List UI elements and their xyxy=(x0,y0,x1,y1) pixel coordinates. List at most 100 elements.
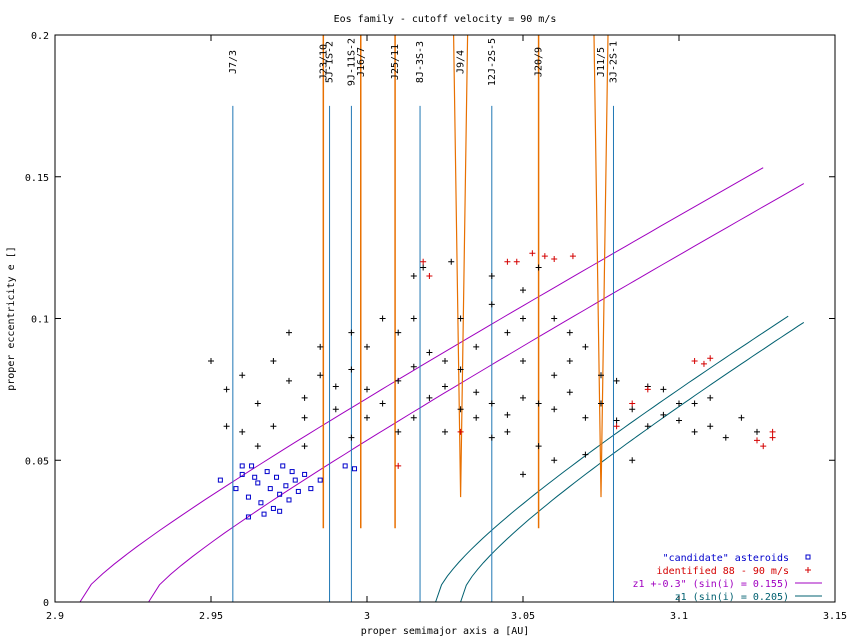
plot-frame xyxy=(54,34,836,603)
identified-point xyxy=(541,253,548,260)
candidate-point xyxy=(239,471,245,477)
candidate-point xyxy=(277,508,283,514)
family-point xyxy=(691,400,698,407)
family-point xyxy=(707,394,714,401)
candidate-point xyxy=(245,494,251,500)
family-point xyxy=(613,417,620,424)
candidate-point xyxy=(308,486,314,492)
candidate-point xyxy=(274,474,280,480)
family-point xyxy=(348,329,355,336)
family-point xyxy=(457,366,464,373)
family-point xyxy=(395,428,402,435)
candidate-point xyxy=(295,488,301,494)
family-point xyxy=(332,406,339,413)
legend-swatch xyxy=(805,554,811,560)
family-point xyxy=(286,377,292,384)
y-tick-label: 0 xyxy=(43,598,49,609)
identified-point xyxy=(644,386,651,393)
family-point xyxy=(442,428,448,435)
y-axis-label: proper eccentricity e [] xyxy=(6,246,17,391)
family-point xyxy=(582,343,589,350)
family-point xyxy=(520,315,526,322)
resonance-label: J25/11 xyxy=(390,44,401,80)
family-point xyxy=(520,394,526,401)
family-point xyxy=(520,287,526,294)
family-point xyxy=(535,400,542,407)
candidate-point xyxy=(289,469,295,475)
family-point xyxy=(722,434,729,441)
family-point xyxy=(364,343,370,350)
identified-point xyxy=(513,258,520,265)
z1-curve-right xyxy=(460,321,805,603)
family-point xyxy=(488,434,495,441)
resonance-label: 9J-11S-2 xyxy=(346,38,357,86)
resonance-label: 12J-2S-5 xyxy=(487,38,498,86)
family-point xyxy=(488,301,495,308)
x-tick-label: 2.9 xyxy=(46,611,64,622)
family-point xyxy=(410,414,417,421)
candidate-point xyxy=(302,471,308,477)
x-tick-label: 3.05 xyxy=(511,611,535,622)
family-point xyxy=(504,428,511,435)
family-point xyxy=(410,315,417,322)
family-point xyxy=(317,343,324,350)
candidate-point xyxy=(264,469,270,475)
legend-label: z1 +-0.3" (sin(i) = 0.155) xyxy=(632,579,789,590)
family-point xyxy=(270,423,277,430)
family-point xyxy=(582,451,589,458)
x-tick-label: 2.95 xyxy=(199,611,223,622)
family-point xyxy=(535,264,542,271)
candidate-point xyxy=(283,483,289,489)
family-point xyxy=(535,443,542,450)
family-point xyxy=(644,423,651,430)
candidate-point xyxy=(286,497,292,503)
candidate-point xyxy=(292,477,298,483)
legend-label: "candidate" asteroids xyxy=(663,553,789,564)
family-point xyxy=(551,406,558,413)
resonance-wedge xyxy=(593,34,609,498)
y-tick-label: 0.05 xyxy=(25,456,49,467)
x-tick-label: 3 xyxy=(364,611,370,622)
family-point xyxy=(410,272,417,279)
resonance-label: J9/4 xyxy=(456,50,467,74)
resonance-label: J23/10 xyxy=(318,44,329,80)
identified-point xyxy=(700,360,707,367)
identified-point xyxy=(760,443,767,450)
family-point xyxy=(707,423,714,430)
y-tick-label: 0.2 xyxy=(31,31,49,42)
family-point xyxy=(473,389,480,396)
family-point xyxy=(457,406,464,413)
family-point xyxy=(379,400,386,407)
family-point xyxy=(348,366,355,373)
identified-point xyxy=(769,434,776,441)
identified-point xyxy=(613,423,620,430)
candidate-point xyxy=(270,505,276,511)
candidate-point xyxy=(277,491,283,497)
family-point xyxy=(379,315,386,322)
family-point xyxy=(504,411,511,418)
candidate-point xyxy=(317,477,323,483)
identified-point xyxy=(569,253,576,260)
ticks: 2.9 2.95 3 3.05 3.1 3.15 0 0.05 0.1 0.15 0.2 xyxy=(25,31,847,622)
identified-point xyxy=(529,250,536,257)
identified-point xyxy=(420,258,427,265)
z1-curves xyxy=(79,167,805,603)
family-point xyxy=(676,400,682,407)
candidate-point xyxy=(245,514,251,520)
identified-point xyxy=(551,255,558,262)
resonance-wedge xyxy=(453,34,469,498)
family-point xyxy=(691,428,698,435)
identified-point xyxy=(691,358,698,365)
family-point xyxy=(239,372,246,379)
family-point xyxy=(488,400,495,407)
identified-point xyxy=(707,355,714,362)
family-point xyxy=(551,457,558,464)
chart-title: Eos family - cutoff velocity = 90 m/s xyxy=(334,14,557,25)
family-point xyxy=(738,414,745,421)
family-point xyxy=(332,383,339,390)
candidate-point xyxy=(267,486,273,492)
identified-point xyxy=(457,428,464,435)
family-point xyxy=(270,358,277,365)
resonance-label: J11/5 xyxy=(596,47,607,77)
